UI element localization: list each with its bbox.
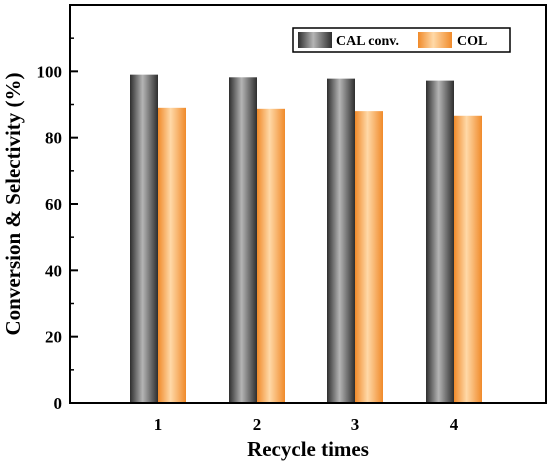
bars	[130, 74, 482, 404]
y-tick-label: 100	[37, 62, 63, 81]
y-axis-ticks: 0 20 40 60 80 100	[37, 37, 78, 413]
bar-col	[454, 115, 482, 403]
bar-col	[355, 111, 383, 403]
bar-cal-conv	[327, 78, 355, 403]
x-tick-label: 2	[253, 415, 262, 434]
plot-frame	[69, 4, 547, 404]
legend-swatch-cal-conv	[298, 32, 332, 48]
bar-cal-conv	[426, 80, 454, 404]
bar-col	[257, 108, 285, 403]
y-tick-label: 20	[45, 328, 62, 347]
x-tick-label: 4	[450, 415, 459, 434]
bar-cal-conv	[130, 74, 158, 404]
bar-col	[158, 107, 186, 404]
y-tick-label: 0	[54, 394, 63, 413]
x-axis-title: Recycle times	[247, 437, 369, 461]
legend-swatch-col	[418, 32, 452, 48]
y-tick-label: 80	[45, 129, 62, 148]
y-tick-label: 60	[45, 195, 62, 214]
y-tick-label: 40	[45, 261, 62, 280]
legend: CAL conv. COL	[292, 27, 511, 53]
x-axis-ticks: 1 2 3 4	[154, 395, 459, 434]
y-axis-title: Conversion & Selectivity (%)	[1, 72, 25, 335]
legend-label-cal-conv: CAL conv.	[336, 34, 399, 49]
x-tick-label: 3	[351, 415, 360, 434]
legend-label-col: COL	[457, 34, 487, 49]
x-tick-label: 1	[154, 415, 163, 434]
bar-cal-conv	[229, 77, 257, 403]
